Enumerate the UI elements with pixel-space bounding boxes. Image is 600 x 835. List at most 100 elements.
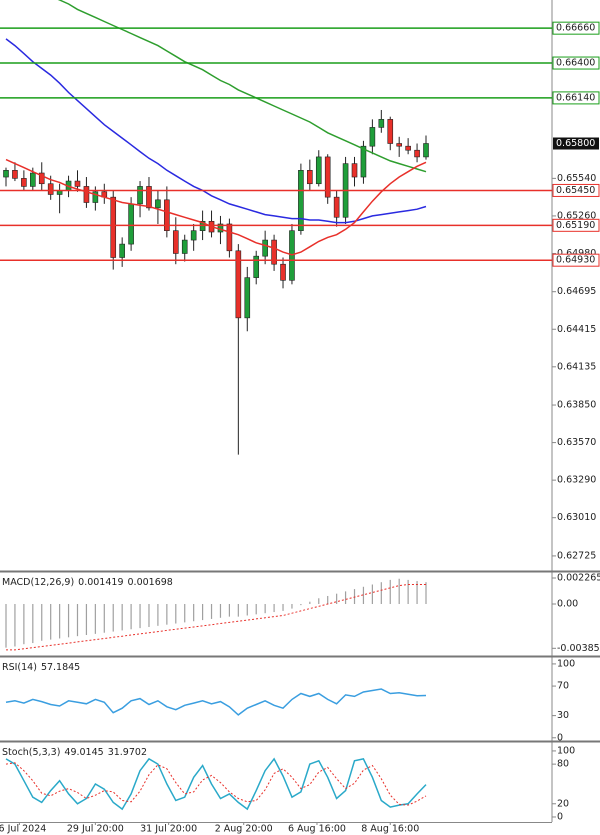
y-tick-label: 20 <box>557 798 569 809</box>
candle-body <box>244 277 251 319</box>
y-tick-label: 0.64135 <box>557 361 596 372</box>
indicator-readout: 57.1845 <box>41 662 80 673</box>
candle-body <box>38 172 45 185</box>
y-tick-label: 0 <box>557 811 563 822</box>
candle-body <box>235 250 242 319</box>
last-price-box <box>553 137 599 150</box>
candle-body <box>324 156 331 198</box>
indicator-readout: 0.001419 <box>78 577 123 588</box>
x-tick-label: 31 Jul 20:00 <box>140 824 197 835</box>
candle-body <box>378 119 385 128</box>
level-label: 0.65190 <box>556 220 595 231</box>
level-label: 0.66140 <box>556 92 595 103</box>
candle-body <box>333 196 340 218</box>
candle-body <box>369 127 376 147</box>
indicator-title: RSI(14) <box>2 662 37 673</box>
candle-body <box>3 170 9 178</box>
candle-body <box>172 230 179 254</box>
indicator-readout: 31.9702 <box>108 747 147 758</box>
candle-body <box>47 183 54 195</box>
indicator-title: Stoch(5,3,3) <box>2 747 60 758</box>
y-tick-label: -0.003858 <box>557 643 600 654</box>
candle-body <box>74 180 81 187</box>
y-tick-label: 100 <box>557 658 575 669</box>
panel <box>3 0 429 455</box>
indicator-readout: 49.0145 <box>64 747 103 758</box>
candle-body <box>92 191 99 203</box>
candle-body <box>280 263 286 281</box>
candle-body <box>164 199 170 231</box>
level-label-box <box>552 253 600 267</box>
indicator-header: RSI(14) 57.1845 <box>2 662 80 673</box>
indicator-title: MACD(12,26,9) <box>2 577 74 588</box>
candle-body <box>271 239 277 265</box>
series-line <box>5 158 427 256</box>
candle-body <box>405 145 411 151</box>
candle-body <box>30 172 36 187</box>
candle-body <box>423 143 429 158</box>
y-tick-label: 0.62725 <box>557 550 596 561</box>
y-tick-label: 0 <box>557 732 563 743</box>
y-tick-label: 0.00 <box>557 599 578 610</box>
level-label-box <box>552 218 600 232</box>
level-label-box <box>552 56 600 70</box>
y-tick-label: 0.002265 <box>557 572 600 583</box>
candle-body <box>119 243 125 258</box>
candle-body <box>414 149 420 158</box>
candle-body <box>137 186 143 205</box>
indicator-header: Stoch(5,3,3) 49.0145 31.9702 <box>2 747 147 758</box>
level-label: 0.64930 <box>556 255 595 266</box>
y-tick-label: 0.65260 <box>557 210 596 221</box>
x-tick-label: 2 Aug 20:00 <box>215 824 273 835</box>
y-tick-label: 0.64980 <box>557 248 596 259</box>
candle-body <box>315 156 322 185</box>
x-tick-label: 6 Aug 16:00 <box>288 824 346 835</box>
candle-body <box>298 170 304 231</box>
candle-body <box>110 196 117 258</box>
indicator-readout: 0.001698 <box>128 577 173 588</box>
series-line <box>57 0 427 173</box>
series-line <box>5 762 427 806</box>
candle-body <box>146 186 152 209</box>
candle-body <box>396 143 402 147</box>
y-tick-label: 70 <box>557 681 569 692</box>
x-tick-label: 29 Jul 20:00 <box>67 824 124 835</box>
candle-body <box>262 239 268 257</box>
y-tick-label: 0.64415 <box>557 324 596 335</box>
y-tick-label: 0.65540 <box>557 173 596 184</box>
level-label: 0.65450 <box>556 185 595 196</box>
y-tick-label: 0.63290 <box>557 475 596 486</box>
candle-body <box>253 255 260 278</box>
level-label: 0.66400 <box>556 58 595 69</box>
series-line <box>5 757 427 811</box>
candle-body <box>351 163 358 178</box>
y-tick-label: 0.63570 <box>557 437 596 448</box>
candle-body <box>190 230 197 241</box>
last-price-label: 0.65800 <box>556 138 595 149</box>
level-label-box <box>552 21 600 35</box>
y-tick-label: 80 <box>557 759 569 770</box>
x-tick-label: 8 Aug 16:00 <box>361 824 419 835</box>
candle-body <box>181 239 188 254</box>
series-line <box>5 688 427 716</box>
candle-body <box>128 203 134 245</box>
panel <box>5 578 427 651</box>
candle-body <box>21 178 27 187</box>
panel <box>5 757 427 811</box>
candle-body <box>83 186 90 203</box>
candle-body <box>226 223 233 252</box>
y-tick-label: 0.64695 <box>557 286 596 297</box>
y-tick-label: 100 <box>557 745 575 756</box>
y-tick-label: 30 <box>557 710 569 721</box>
panel <box>5 688 427 716</box>
y-tick-label: 0.63850 <box>557 400 596 411</box>
indicator-header: MACD(12,26,9) 0.001419 0.001698 <box>2 577 173 588</box>
candle-body <box>155 199 161 209</box>
candle-body <box>387 119 394 144</box>
candle-body <box>12 170 18 179</box>
y-tick-label: 0.63010 <box>557 512 596 523</box>
candle-body <box>307 170 313 185</box>
